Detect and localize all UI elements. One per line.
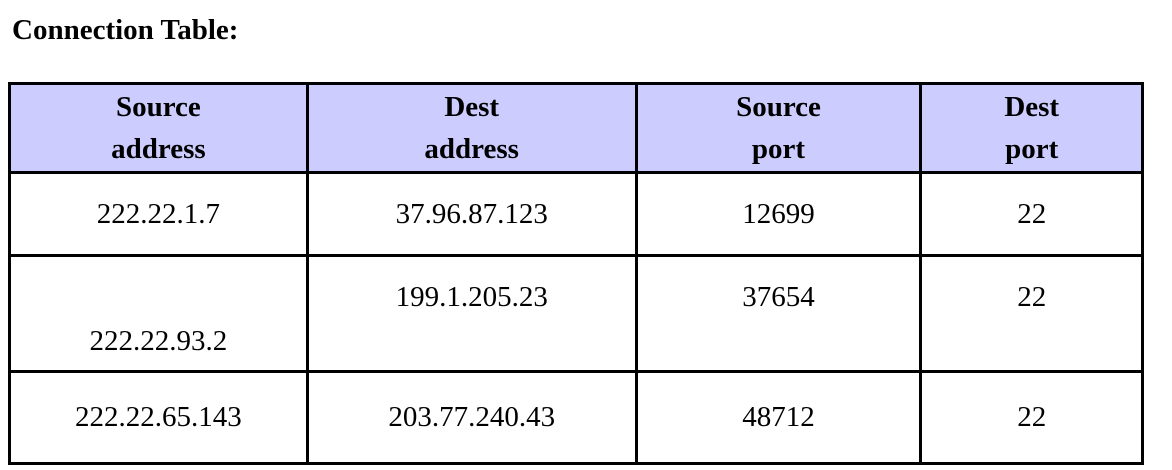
cell-dest-address: 203.77.240.43 [308, 373, 635, 462]
header-label-line2: port [1005, 133, 1059, 165]
cell-source-port: 48712 [637, 373, 920, 462]
cell-dest-port: 22 [922, 373, 1141, 462]
header-label-line1: Dest [444, 91, 500, 123]
cell-dest-port: 22 [922, 257, 1141, 370]
header-dest-port: Dest port [922, 85, 1141, 171]
header-label-line1: Dest [1004, 91, 1060, 123]
header-label-line1: Source [736, 91, 821, 123]
header-label-line1: Source [115, 91, 201, 123]
table-title: Connection Table: [12, 14, 239, 46]
header-source-address: Source address [11, 85, 306, 171]
table-row: 222.22.1.7 37.96.87.123 12699 22 [11, 174, 1141, 254]
cell-source-port: 37654 [637, 257, 920, 370]
table-row: 222.22.65.143 203.77.240.43 48712 22 [11, 373, 1141, 462]
header-label-line2: address [111, 133, 206, 165]
table-row: 222.22.93.2 199.1.205.23 37654 22 [11, 257, 1141, 370]
table-header-row: Source address Dest address Source port … [11, 85, 1141, 171]
cell-source-address: 222.22.65.143 [11, 373, 306, 462]
cell-source-address: 222.22.1.7 [11, 174, 306, 254]
header-label-line2: address [424, 133, 519, 165]
cell-source-port: 12699 [637, 174, 920, 254]
cell-dest-address: 199.1.205.23 [308, 257, 635, 370]
cell-source-address: 222.22.93.2 [11, 257, 306, 370]
header-dest-address: Dest address [308, 85, 635, 171]
header-label-line2: port [751, 133, 806, 165]
header-source-port: Source port [637, 85, 920, 171]
connection-table: Source address Dest address Source port … [8, 82, 1144, 465]
cell-dest-address: 37.96.87.123 [308, 174, 635, 254]
cell-dest-port: 22 [922, 174, 1141, 254]
